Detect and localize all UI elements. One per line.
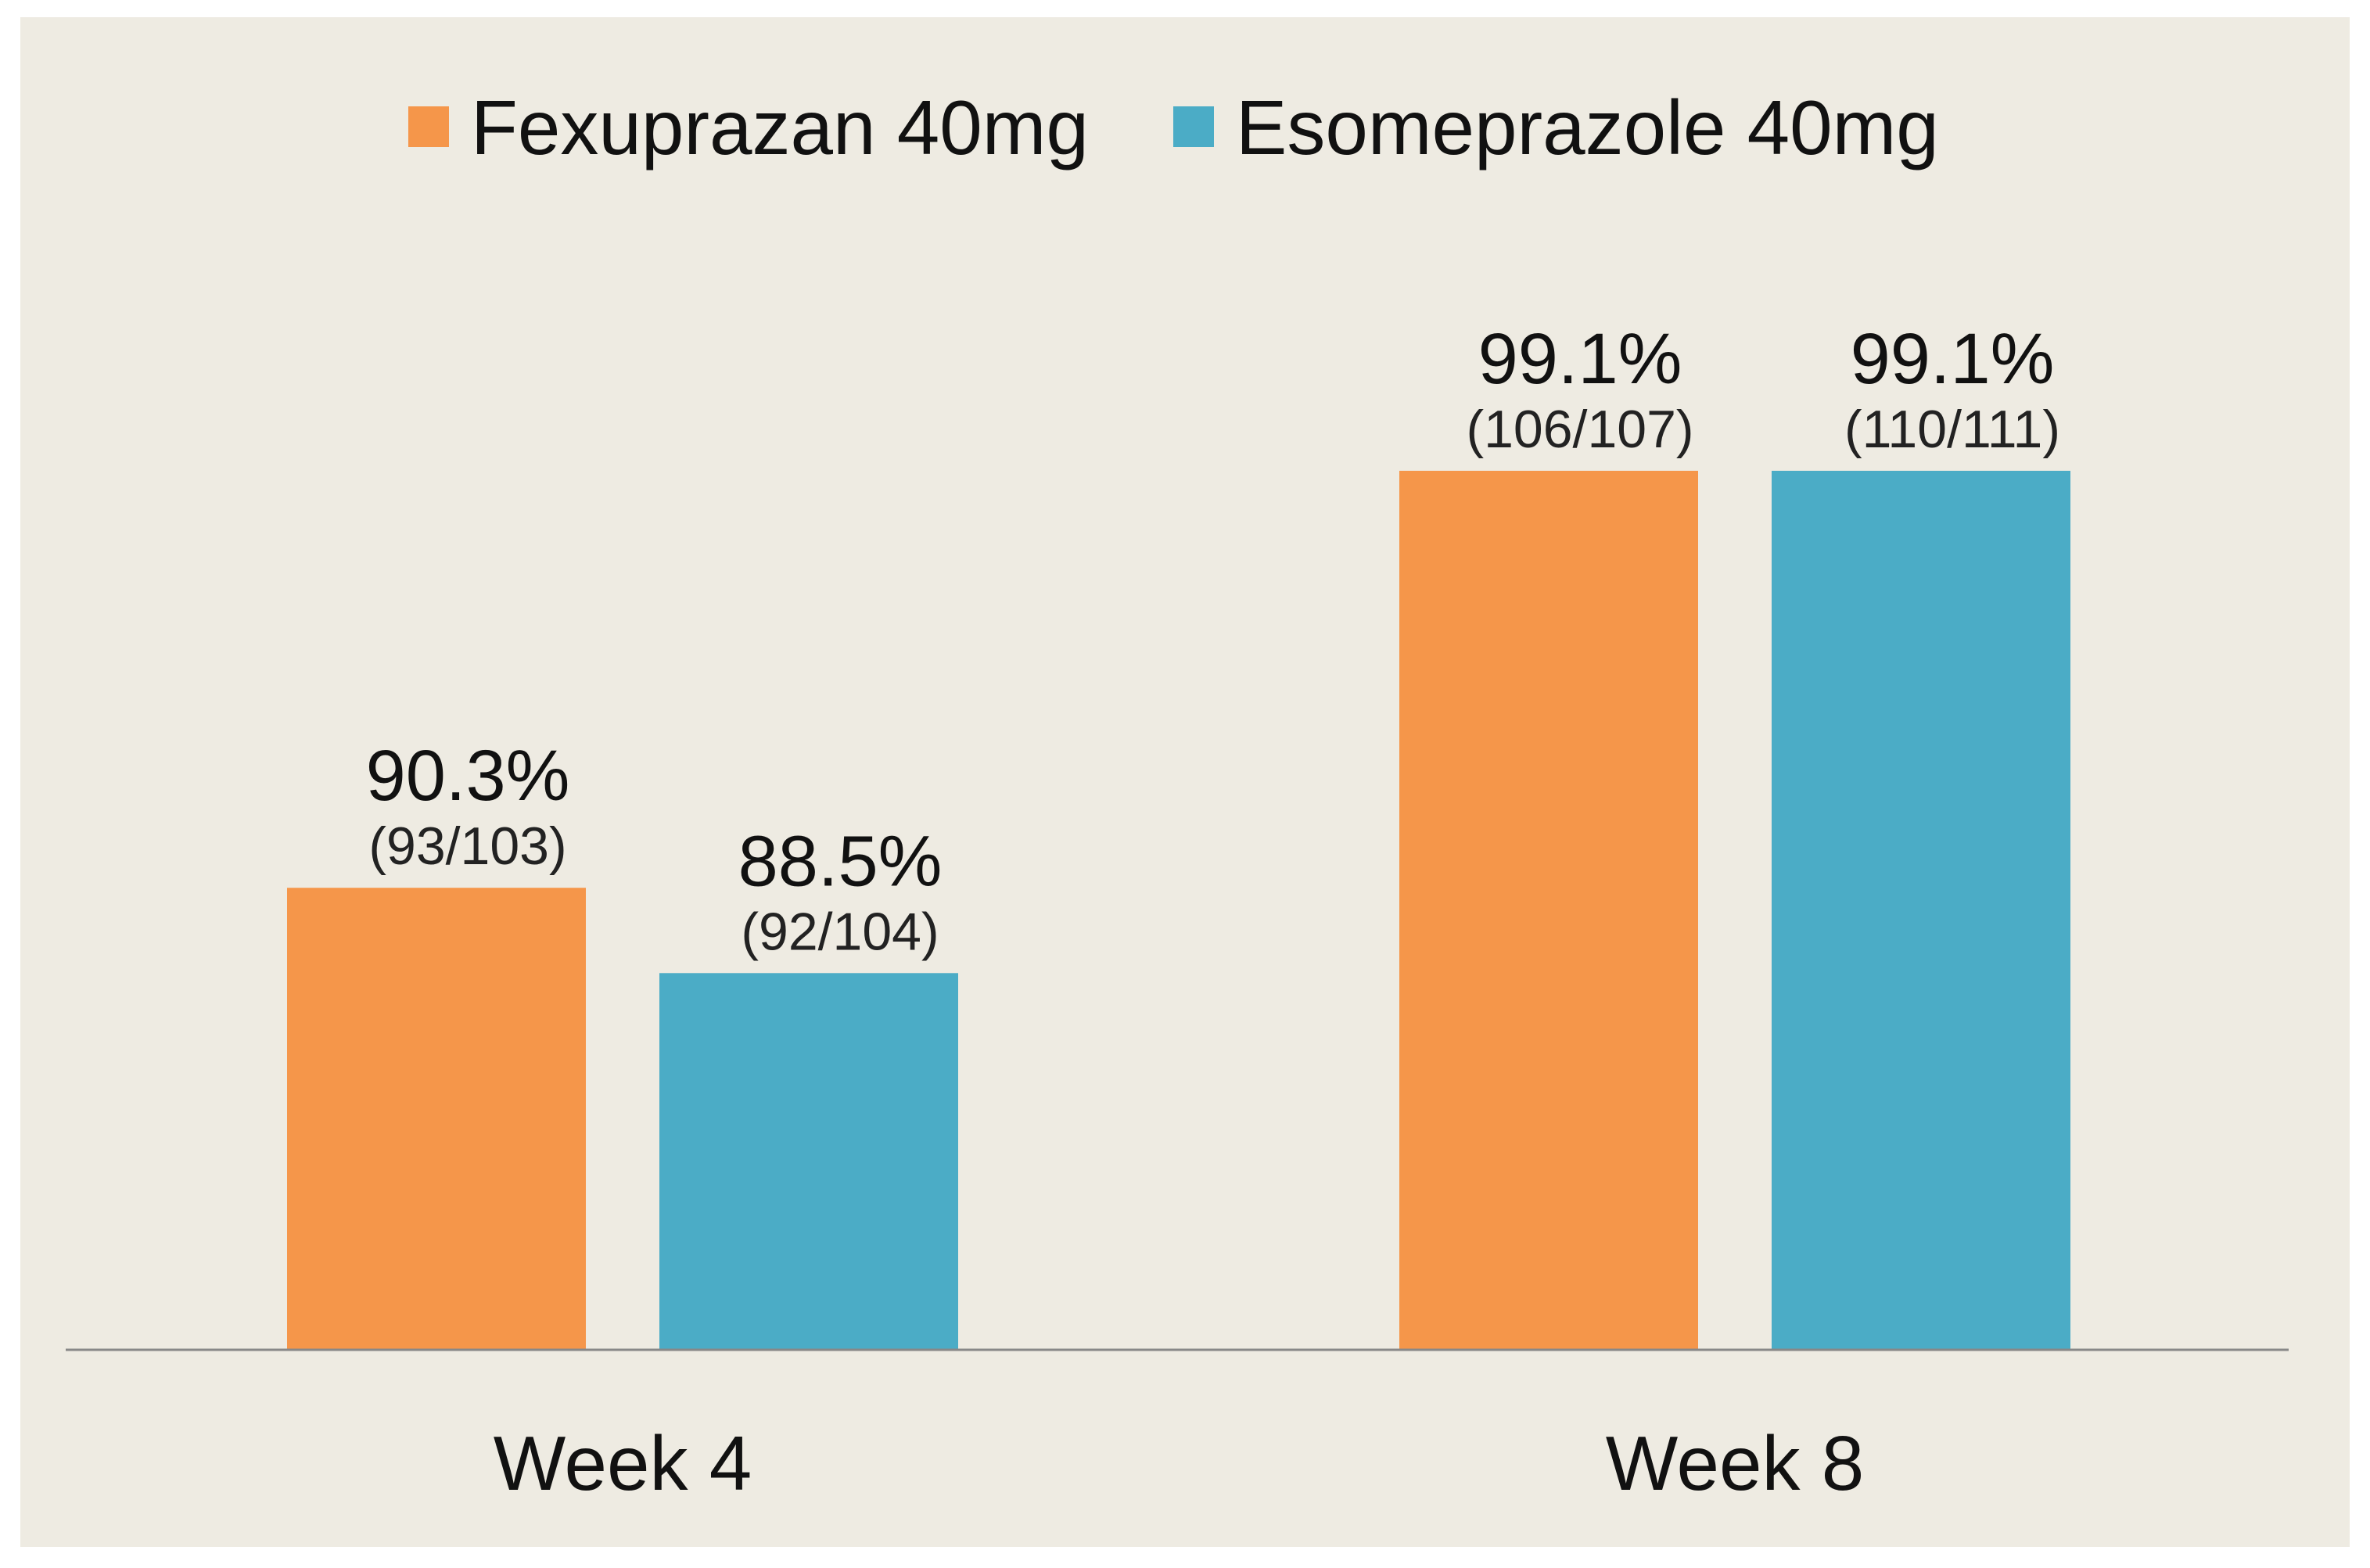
value-label-esomeprazole-week-8: 99.1% bbox=[1851, 319, 2055, 399]
value-label-fexuprazan-week-4: 90.3% bbox=[366, 736, 570, 816]
legend-swatch-fexuprazan bbox=[408, 106, 449, 147]
value-label-fexuprazan-week-8: 99.1% bbox=[1478, 319, 1682, 399]
data-labels: 90.3%(93/103) 88.5%(92/104)99.1%(106/107)… bbox=[366, 319, 2060, 961]
category-label-week-4: Week 4 bbox=[494, 1420, 752, 1506]
bar-esomeprazole-week-4 bbox=[659, 973, 958, 1350]
count-label-esomeprazole-week-4: (92/104) bbox=[741, 902, 939, 961]
legend-swatch-esomeprazole bbox=[1173, 106, 1214, 147]
bars bbox=[287, 471, 2070, 1350]
bar-esomeprazole-week-8 bbox=[1772, 471, 2070, 1350]
legend: Fexuprazan 40mg Esomeprazole 40mg bbox=[408, 84, 1939, 170]
value-label-esomeprazole-week-4: 88.5% bbox=[738, 821, 943, 901]
bar-fexuprazan-week-4 bbox=[287, 888, 586, 1350]
count-label-fexuprazan-week-8: (106/107) bbox=[1466, 400, 1693, 459]
bar-fexuprazan-week-8 bbox=[1399, 471, 1698, 1350]
count-label-fexuprazan-week-4: (93/103) bbox=[368, 816, 566, 876]
legend-label-esomeprazole: Esomeprazole 40mg bbox=[1236, 84, 1939, 170]
category-labels: Week 4 Week 8 bbox=[494, 1420, 1864, 1506]
legend-label-fexuprazan: Fexuprazan 40mg bbox=[471, 84, 1089, 170]
category-label-week-8: Week 8 bbox=[1606, 1420, 1864, 1506]
count-label-esomeprazole-week-8: (110/111) bbox=[1844, 400, 2060, 459]
